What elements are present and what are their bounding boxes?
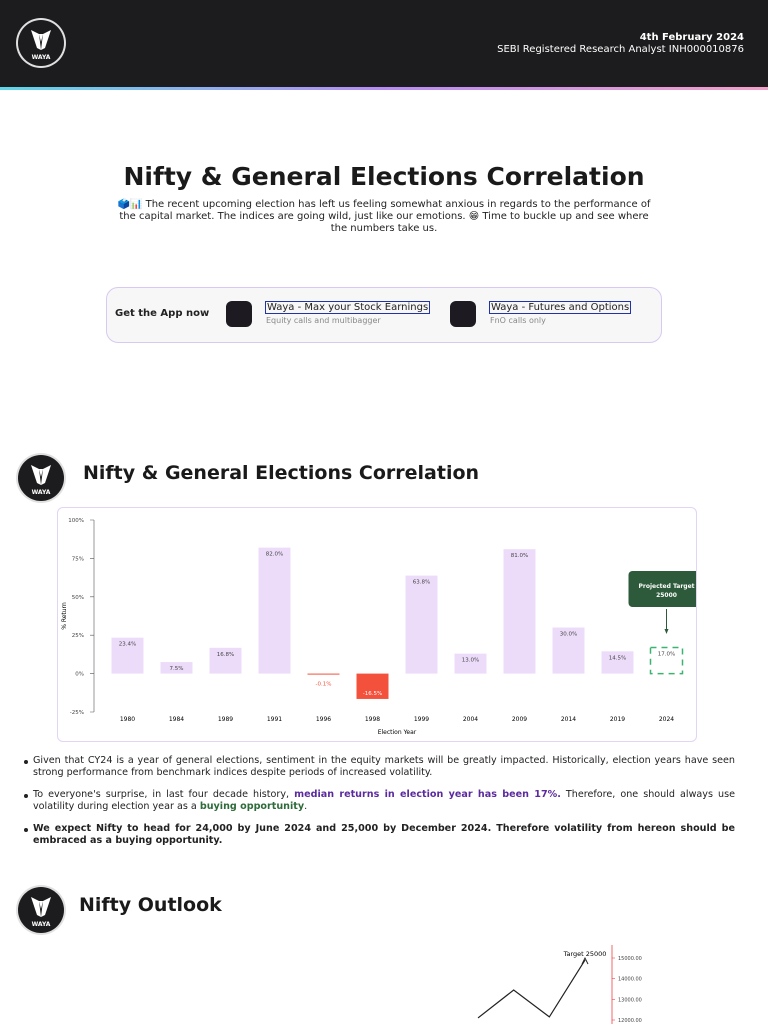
value-label: -0.1% — [316, 682, 332, 688]
y-tick-label: 15000.00 — [618, 956, 642, 962]
x-tick-label: 2024 — [659, 716, 674, 723]
y-tick-label: 75% — [72, 556, 84, 562]
section-heading: Nifty Outlook — [79, 894, 222, 916]
value-label: -16.5% — [363, 691, 382, 697]
bar — [356, 673, 389, 699]
x-tick-label: 1984 — [169, 716, 184, 723]
bar — [503, 549, 536, 674]
annotation-box — [628, 571, 696, 607]
y-tick-label: 100% — [68, 518, 84, 524]
x-tick-label: 1980 — [120, 716, 135, 723]
y-tick-label: 0% — [75, 672, 84, 678]
value-label: 16.8% — [217, 652, 234, 658]
value-label: 23.4% — [119, 642, 136, 648]
accent-bar — [0, 87, 768, 90]
bar — [258, 547, 291, 674]
x-axis-label: Election Year — [378, 729, 417, 736]
bar — [649, 646, 684, 675]
sebi-note: SEBI Registered Research Analyst INH0000… — [497, 44, 744, 55]
bullet-text: buying opportunity — [199, 801, 305, 812]
date: 4th February 2024 — [639, 32, 744, 43]
y-tick-label: 25% — [72, 633, 84, 639]
bar — [209, 647, 242, 674]
annotation: Projected Target — [638, 583, 694, 590]
logo-mark: WAYA — [31, 465, 51, 496]
x-tick-label: 2009 — [512, 716, 527, 723]
bullet: Given that CY24 is a year of general ele… — [22, 755, 735, 779]
value-label: 14.5% — [609, 655, 626, 661]
bullet-text: Therefore, one should always use volatil… — [33, 789, 735, 812]
bar — [405, 575, 438, 674]
x-tick-label: 1998 — [365, 716, 380, 723]
y-tick-label: 13000.00 — [618, 997, 642, 1003]
line — [477, 959, 586, 1019]
x-tick-label: 1989 — [218, 716, 233, 723]
bullet-list: Given that CY24 is a year of general ele… — [22, 755, 735, 857]
x-tick-label: 2019 — [610, 716, 625, 723]
value-label: 13.0% — [462, 658, 479, 664]
app-link[interactable]: Waya - Futures and Options — [489, 301, 632, 314]
value-label: 63.8% — [413, 580, 430, 586]
bar — [552, 627, 585, 674]
app-icon — [226, 301, 252, 327]
section-heading: Nifty & General Elections Correlation — [83, 462, 480, 484]
y-tick-label: 14000.00 — [618, 977, 642, 983]
bar — [601, 651, 634, 674]
logo-mark: WAYA — [31, 897, 51, 928]
logo: WAYA — [18, 455, 64, 501]
app-icon — [450, 301, 476, 327]
value-label: 30.0% — [560, 632, 577, 638]
intro: 🗳️📊 The recent upcoming election has lef… — [117, 199, 651, 234]
app-label: Get the App now — [115, 308, 210, 319]
bullet-text: To everyone's surprise, in last four dec… — [33, 789, 295, 800]
bullet: To everyone's surprise, in last four dec… — [22, 789, 735, 813]
y-axis-label: % Return — [61, 602, 68, 630]
x-tick-label: 2004 — [463, 716, 478, 723]
logo-mark: WAYA — [31, 30, 51, 61]
y-tick-label: 50% — [72, 595, 84, 601]
bullet: We expect Nifty to head for 24,000 by Ju… — [22, 823, 735, 847]
arrow-head — [664, 629, 669, 634]
logo-text: WAYA — [32, 921, 51, 928]
logo: WAYA — [18, 20, 64, 66]
app-desc: FnO calls only — [490, 316, 546, 325]
chart: -25% 0% 25% 50% 75% 100% % Return Election Year… — [57, 507, 697, 742]
value-label: 7.5% — [170, 666, 184, 672]
value-label: 17.0% — [658, 651, 675, 657]
bullet-text: Given that CY24 is a year of general ele… — [33, 755, 735, 778]
value-label: 82.0% — [266, 552, 283, 558]
annotation: Target 25000 — [563, 950, 607, 958]
logo: WAYA — [18, 887, 64, 933]
bar — [111, 637, 144, 674]
y-tick-label: -25% — [70, 710, 84, 716]
arrow-head — [581, 956, 589, 965]
title: Nifty & General Elections Correlation — [123, 162, 645, 191]
x-tick-label: 1996 — [316, 716, 331, 723]
app-link[interactable]: Waya - Max your Stock Earnings — [265, 301, 431, 314]
annotation: 25000 — [656, 592, 677, 599]
logo-text: WAYA — [32, 489, 51, 496]
chart: 12000.00 13000.00 14000.00 15000.00 Target 2… — [477, 945, 642, 1024]
header: WAYA 4th February 2024 SEBI Registered R… — [0, 0, 768, 87]
bullet-text: . — [304, 801, 308, 812]
bar — [160, 662, 193, 674]
bullet-text: median returns in election year has been… — [294, 789, 561, 800]
x-tick-label: 2014 — [561, 716, 576, 723]
app-desc: Equity calls and multibagger — [266, 316, 381, 325]
y-tick-label: 12000.00 — [618, 1018, 642, 1024]
bar — [454, 653, 487, 674]
logo-text: WAYA — [32, 54, 51, 61]
bar — [307, 673, 340, 675]
app-box: Get the App now Waya - Max your Stock Ea… — [106, 287, 662, 343]
x-tick-label: 1999 — [414, 716, 429, 723]
x-tick-label: 1991 — [267, 716, 282, 723]
bullet-text: We expect Nifty to head for 24,000 by Ju… — [33, 823, 735, 846]
value-label: 81.0% — [511, 553, 528, 559]
